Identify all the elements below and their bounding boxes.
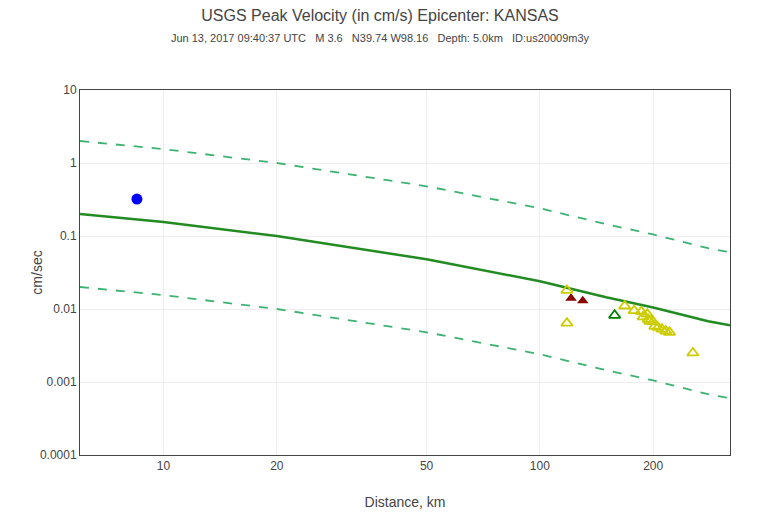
svg-text:0.0001: 0.0001 <box>40 448 77 462</box>
svg-text:0.001: 0.001 <box>47 375 77 389</box>
svg-text:50: 50 <box>420 459 434 473</box>
svg-text:cm/sec: cm/sec <box>29 250 45 294</box>
svg-text:10: 10 <box>157 459 171 473</box>
svg-text:0.01: 0.01 <box>53 302 77 316</box>
svg-text:200: 200 <box>643 459 663 473</box>
svg-text:USGS Peak Velocity (in cm/s) E: USGS Peak Velocity (in cm/s) Epicenter: … <box>171 7 590 44</box>
svg-text:100: 100 <box>530 459 550 473</box>
svg-text:0.1: 0.1 <box>60 229 77 243</box>
svg-text:Distance, km: Distance, km <box>365 494 446 510</box>
svg-text:20: 20 <box>270 459 284 473</box>
svg-text:1: 1 <box>70 156 77 170</box>
svg-text:10: 10 <box>63 83 77 97</box>
